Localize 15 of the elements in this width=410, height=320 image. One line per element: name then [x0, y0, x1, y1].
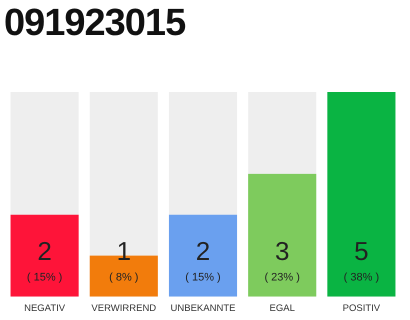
- x-tick-label: EGAL: [270, 302, 295, 314]
- annotation: ( 15% ): [26, 272, 62, 284]
- data-label: 3: [274, 236, 290, 266]
- annotation: ( 15% ): [185, 272, 221, 284]
- data-label: 2: [37, 236, 52, 266]
- annotation: ( 8% ): [109, 272, 138, 284]
- x-tick-label: POSITIV: [342, 302, 381, 314]
- x-tick-label: NEGATIV: [24, 302, 66, 314]
- annotation: ( 38% ): [344, 272, 380, 284]
- chart-title: 091923015: [4, 1, 186, 46]
- annotation: ( 23% ): [264, 272, 300, 284]
- data-label: 2: [196, 236, 210, 266]
- x-tick-label: VERWIRREND: [91, 302, 156, 314]
- data-label: 5: [354, 236, 369, 266]
- x-tick-label: UNBEKANNTE: [170, 302, 236, 314]
